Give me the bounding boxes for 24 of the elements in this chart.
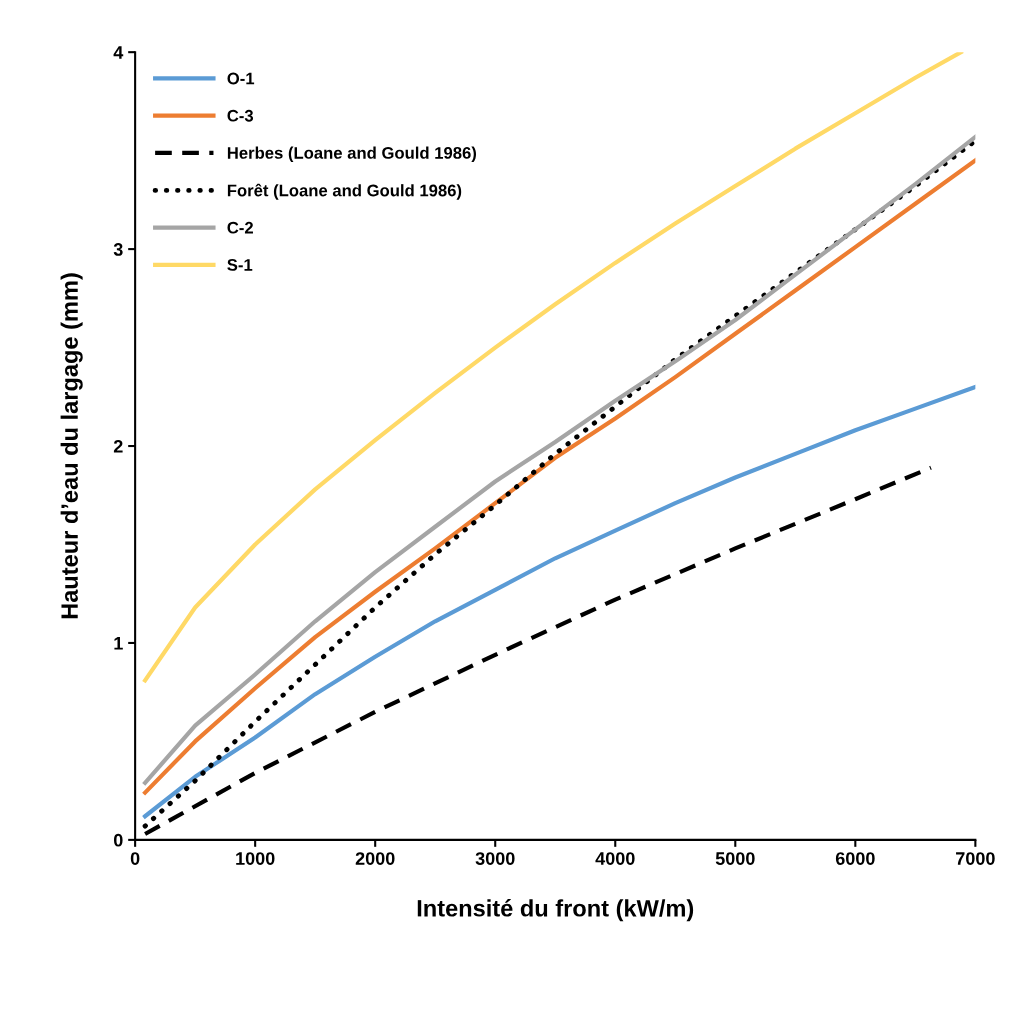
y-tick-label: 0 (114, 833, 123, 847)
x-tick-label: 4000 (595, 852, 635, 865)
y-tick-label: 2 (113, 439, 123, 453)
legend-label: S-1 (227, 258, 253, 271)
x-tick-label: 6000 (835, 852, 875, 865)
legend-label: Herbes (Loane and Gould 1986) (227, 146, 477, 163)
y-tick-label: 3 (113, 243, 123, 256)
legend-label: C-2 (227, 221, 253, 234)
line-series (143, 465, 934, 837)
x-tick-label: 5000 (715, 852, 755, 865)
y-tick-label: 1 (114, 637, 123, 650)
legend-label: C-3 (227, 109, 254, 122)
legend-label: O-1 (227, 72, 255, 85)
y-tick-label: 4 (113, 46, 124, 59)
line-series (143, 52, 964, 683)
x-tick-label: 3000 (475, 852, 515, 865)
x-tick-label: 0 (130, 852, 140, 865)
line-series (143, 384, 976, 819)
y-axis-title: Hauteur d’eau du largage (mm) (60, 273, 83, 619)
x-tick-label: 7000 (956, 852, 995, 865)
x-tick-label: 2000 (355, 852, 395, 865)
legend-label: Forêt (Loane and Gould 1986) (227, 183, 462, 200)
x-tick-label: 1000 (236, 852, 275, 865)
x-axis-title: Intensité du front (kW/m) (417, 899, 694, 922)
